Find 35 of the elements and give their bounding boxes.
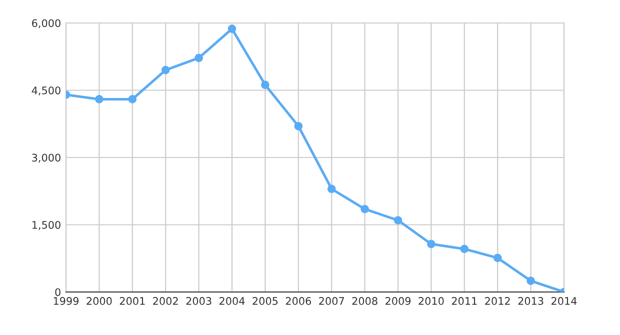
point: [493, 254, 502, 262]
point: [460, 244, 469, 254]
point: [128, 95, 137, 104]
x-tick-label: 2012: [485, 297, 510, 305]
y-tick-label: 0: [55, 288, 60, 296]
x-tick-label: 2001: [120, 297, 145, 305]
x-tick-label: 2013: [518, 297, 544, 305]
point: [95, 95, 104, 104]
x-tick-label: 2005: [252, 297, 278, 305]
x-tick-label: 2014: [552, 297, 577, 305]
x-tick-label: 2002: [153, 297, 178, 305]
point: [360, 204, 369, 214]
point: [427, 240, 436, 248]
y-tick-label: 1,500: [32, 220, 60, 230]
x-tick-label: 2004: [220, 297, 245, 305]
point: [228, 24, 236, 33]
point: [394, 216, 402, 224]
x-tick-label: 2011: [452, 297, 477, 305]
x-tick-label: 2006: [286, 297, 311, 305]
point: [327, 184, 336, 194]
x-tick-label: 2003: [186, 297, 212, 305]
x-tick-label: 2007: [319, 297, 344, 305]
point: [294, 122, 303, 130]
y-tick-label: 3,000: [32, 154, 60, 163]
x-tick-label: 2010: [418, 297, 444, 305]
y-tick-label: 4,500: [32, 86, 60, 96]
point: [526, 276, 535, 285]
x-tick-label: 2008: [352, 297, 378, 305]
y-tick-label: 6,000: [32, 19, 60, 28]
point: [161, 66, 170, 74]
point: [194, 54, 203, 62]
x-tick-label: 2009: [386, 297, 411, 305]
x-tick-label: 1999: [54, 297, 79, 305]
point: [261, 80, 270, 90]
x-tick-label: 2000: [86, 297, 112, 305]
